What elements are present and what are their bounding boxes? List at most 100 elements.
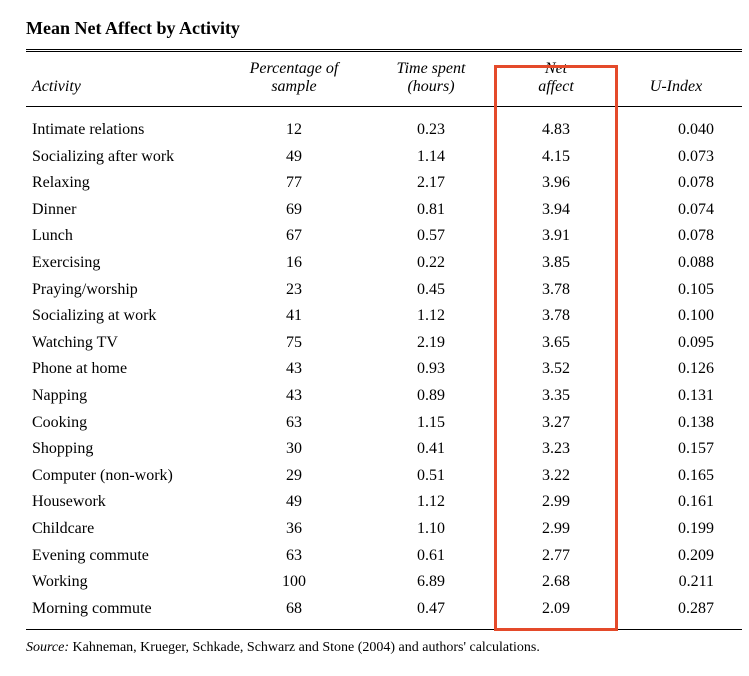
cell-activity: Shopping bbox=[26, 436, 228, 463]
cell-pct: 75 bbox=[228, 329, 360, 356]
table-body: Intimate relations120.234.830.040Sociali… bbox=[26, 107, 742, 630]
cell-pct: 49 bbox=[228, 489, 360, 516]
cell-net: 3.94 bbox=[502, 196, 610, 223]
cell-activity: Working bbox=[26, 569, 228, 596]
table-row: Evening commute630.612.770.209 bbox=[26, 542, 742, 569]
table-row: Relaxing772.173.960.078 bbox=[26, 170, 742, 197]
cell-net: 4.83 bbox=[502, 107, 610, 144]
cell-activity: Watching TV bbox=[26, 329, 228, 356]
cell-pct: 43 bbox=[228, 382, 360, 409]
cell-time: 1.10 bbox=[360, 515, 502, 542]
table-row: Shopping300.413.230.157 bbox=[26, 436, 742, 463]
cell-uindex: 0.073 bbox=[610, 143, 742, 170]
cell-pct: 30 bbox=[228, 436, 360, 463]
cell-time: 0.41 bbox=[360, 436, 502, 463]
col-header-pct: Percentage ofsample bbox=[228, 51, 360, 107]
cell-time: 0.81 bbox=[360, 196, 502, 223]
cell-time: 0.51 bbox=[360, 462, 502, 489]
table-row: Praying/worship230.453.780.105 bbox=[26, 276, 742, 303]
col-header-time: Time spent(hours) bbox=[360, 51, 502, 107]
cell-pct: 77 bbox=[228, 170, 360, 197]
table-row: Napping430.893.350.131 bbox=[26, 382, 742, 409]
cell-activity: Lunch bbox=[26, 223, 228, 250]
col-header-uindex: U-Index bbox=[610, 51, 742, 107]
cell-pct: 12 bbox=[228, 107, 360, 144]
cell-net: 3.78 bbox=[502, 276, 610, 303]
cell-net: 2.99 bbox=[502, 489, 610, 516]
cell-uindex: 0.105 bbox=[610, 276, 742, 303]
cell-activity: Intimate relations bbox=[26, 107, 228, 144]
cell-pct: 36 bbox=[228, 515, 360, 542]
cell-time: 0.23 bbox=[360, 107, 502, 144]
cell-time: 0.61 bbox=[360, 542, 502, 569]
cell-net: 2.99 bbox=[502, 515, 610, 542]
table-row: Morning commute680.472.090.287 bbox=[26, 595, 742, 630]
cell-activity: Phone at home bbox=[26, 356, 228, 383]
cell-net: 3.35 bbox=[502, 382, 610, 409]
cell-activity: Morning commute bbox=[26, 595, 228, 630]
cell-uindex: 0.199 bbox=[610, 515, 742, 542]
cell-uindex: 0.157 bbox=[610, 436, 742, 463]
col-header-net: Netaffect bbox=[502, 51, 610, 107]
cell-time: 1.12 bbox=[360, 303, 502, 330]
cell-pct: 67 bbox=[228, 223, 360, 250]
cell-time: 0.45 bbox=[360, 276, 502, 303]
cell-net: 3.65 bbox=[502, 329, 610, 356]
cell-uindex: 0.138 bbox=[610, 409, 742, 436]
table-row: Childcare361.102.990.199 bbox=[26, 515, 742, 542]
affect-table: Activity Percentage ofsample Time spent(… bbox=[26, 49, 742, 630]
table-row: Socializing after work491.144.150.073 bbox=[26, 143, 742, 170]
cell-time: 0.22 bbox=[360, 249, 502, 276]
col-header-activity: Activity bbox=[26, 51, 228, 107]
cell-pct: 43 bbox=[228, 356, 360, 383]
cell-uindex: 0.161 bbox=[610, 489, 742, 516]
cell-activity: Childcare bbox=[26, 515, 228, 542]
cell-net: 3.52 bbox=[502, 356, 610, 383]
page-container: { "title": "Mean Net Affect by Activity"… bbox=[0, 0, 749, 676]
table-row: Watching TV752.193.650.095 bbox=[26, 329, 742, 356]
table-row: Computer (non-work)290.513.220.165 bbox=[26, 462, 742, 489]
cell-net: 2.68 bbox=[502, 569, 610, 596]
cell-activity: Housework bbox=[26, 489, 228, 516]
cell-activity: Dinner bbox=[26, 196, 228, 223]
table-row: Exercising160.223.850.088 bbox=[26, 249, 742, 276]
cell-uindex: 0.287 bbox=[610, 595, 742, 630]
cell-activity: Computer (non-work) bbox=[26, 462, 228, 489]
cell-pct: 63 bbox=[228, 409, 360, 436]
cell-time: 1.14 bbox=[360, 143, 502, 170]
cell-time: 2.17 bbox=[360, 170, 502, 197]
cell-pct: 68 bbox=[228, 595, 360, 630]
cell-net: 4.15 bbox=[502, 143, 610, 170]
cell-activity: Socializing after work bbox=[26, 143, 228, 170]
cell-pct: 100 bbox=[228, 569, 360, 596]
table-row: Working1006.892.680.211 bbox=[26, 569, 742, 596]
cell-activity: Socializing at work bbox=[26, 303, 228, 330]
cell-pct: 23 bbox=[228, 276, 360, 303]
cell-pct: 49 bbox=[228, 143, 360, 170]
cell-time: 1.15 bbox=[360, 409, 502, 436]
cell-net: 3.22 bbox=[502, 462, 610, 489]
cell-time: 1.12 bbox=[360, 489, 502, 516]
cell-uindex: 0.040 bbox=[610, 107, 742, 144]
cell-net: 3.23 bbox=[502, 436, 610, 463]
cell-net: 3.91 bbox=[502, 223, 610, 250]
cell-uindex: 0.211 bbox=[610, 569, 742, 596]
cell-time: 0.57 bbox=[360, 223, 502, 250]
cell-pct: 63 bbox=[228, 542, 360, 569]
cell-activity: Napping bbox=[26, 382, 228, 409]
cell-activity: Praying/worship bbox=[26, 276, 228, 303]
cell-time: 0.93 bbox=[360, 356, 502, 383]
cell-pct: 41 bbox=[228, 303, 360, 330]
table-row: Housework491.122.990.161 bbox=[26, 489, 742, 516]
cell-net: 3.78 bbox=[502, 303, 610, 330]
cell-activity: Evening commute bbox=[26, 542, 228, 569]
cell-net: 2.77 bbox=[502, 542, 610, 569]
source-label: Source: bbox=[26, 640, 69, 655]
cell-time: 0.89 bbox=[360, 382, 502, 409]
table-row: Lunch670.573.910.078 bbox=[26, 223, 742, 250]
cell-uindex: 0.078 bbox=[610, 170, 742, 197]
table-row: Dinner690.813.940.074 bbox=[26, 196, 742, 223]
cell-net: 3.85 bbox=[502, 249, 610, 276]
table-row: Phone at home430.933.520.126 bbox=[26, 356, 742, 383]
cell-time: 6.89 bbox=[360, 569, 502, 596]
